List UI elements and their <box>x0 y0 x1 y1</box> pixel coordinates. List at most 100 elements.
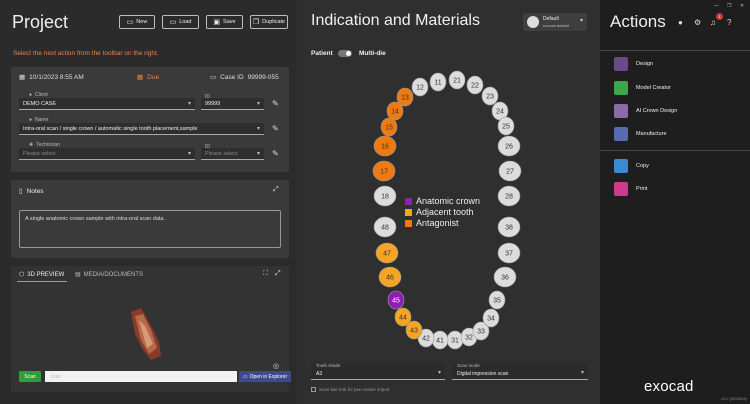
active-tab-indicator <box>17 281 67 282</box>
tooth-number: 21 <box>453 78 461 85</box>
tooth-43[interactable]: 43 <box>405 320 423 340</box>
tab-media-documents[interactable]: ▤ MEDIA/DOCUMENTS <box>75 271 144 279</box>
client-id-select[interactable]: 99999 ▾ <box>201 98 264 110</box>
tooth-21[interactable]: 21 <box>448 70 466 90</box>
tooth-17[interactable]: 17 <box>372 160 396 182</box>
scan-model-preview[interactable] <box>119 304 169 364</box>
tooth-23[interactable]: 23 <box>481 86 499 106</box>
notes-icon: ▯ <box>19 188 23 195</box>
tooth-31[interactable]: 31 <box>446 330 464 350</box>
patient-multidie-toggle[interactable] <box>338 50 352 57</box>
help-icon[interactable]: ? <box>727 18 732 27</box>
tooth-18[interactable]: 18 <box>373 185 397 207</box>
tooth-25[interactable]: 25 <box>497 116 515 136</box>
gear-icon[interactable]: ⚙ <box>694 18 702 27</box>
case-name-field[interactable]: Intra-oral scan / single crown / automat… <box>19 123 264 135</box>
chevron-down-icon: ▾ <box>187 151 191 157</box>
tooth-35[interactable]: 35 <box>488 290 506 310</box>
chevron-down-icon: ▾ <box>187 101 191 107</box>
new-icon: ▭ <box>126 19 134 26</box>
tooth-12[interactable]: 12 <box>411 77 429 97</box>
tooth-13[interactable]: 13 <box>396 87 414 107</box>
model-creator-action[interactable]: Model Creator <box>614 81 671 95</box>
close-icon[interactable]: ✕ <box>740 3 745 9</box>
minimize-icon[interactable]: — <box>714 3 719 9</box>
tooth-46[interactable]: 46 <box>378 266 402 288</box>
case-id: ▭ Case ID 99999-055 <box>210 73 279 82</box>
tooth-11[interactable]: 11 <box>429 72 447 92</box>
scan-button[interactable]: Scan <box>19 371 41 382</box>
tooth-number: 47 <box>383 251 391 258</box>
design-action[interactable]: Design <box>614 57 653 71</box>
tooth-38[interactable]: 38 <box>497 216 521 238</box>
technician-select[interactable]: Please select ▾ <box>19 148 195 160</box>
tooth-shape <box>386 101 404 121</box>
screenshot-icon[interactable]: ◎ <box>273 363 280 370</box>
fit-view-icon[interactable]: ⛶ <box>263 270 268 277</box>
tooth-26[interactable]: 26 <box>497 135 521 157</box>
tooth-37[interactable]: 37 <box>497 242 521 264</box>
tooth-shape <box>493 266 517 288</box>
manufacture-action[interactable]: Manufacture <box>614 127 667 141</box>
legend-item: Anatomic crown <box>405 196 480 207</box>
multi-die-label: Multi-die <box>359 50 386 57</box>
edit-client-icon[interactable]: ✎ <box>272 99 279 108</box>
load-button[interactable]: ▭ Load <box>162 15 199 29</box>
tooth-shape <box>429 72 447 92</box>
model-creator-icon <box>614 81 628 95</box>
tooth-34[interactable]: 34 <box>482 308 500 328</box>
tooth-14[interactable]: 14 <box>386 101 404 121</box>
tooth-16[interactable]: 16 <box>373 135 397 157</box>
due-field[interactable]: ▦ Due <box>137 73 160 82</box>
open-in-explorer-button[interactable]: ▭ Open in Explorer <box>239 371 291 382</box>
material-select[interactable]: Default exocad default ▾ <box>523 13 587 31</box>
expand-icon[interactable]: ⤢ <box>273 186 279 193</box>
notes-textarea[interactable]: A single anatomic crown sample with intr… <box>19 210 281 248</box>
client-select[interactable]: DEMO CASE ▾ <box>19 98 195 110</box>
tooth-15[interactable]: 15 <box>380 117 398 137</box>
chevron-down-icon: ▾ <box>437 370 441 376</box>
tooth-number: 34 <box>487 316 495 323</box>
duplicate-icon: ❐ <box>252 19 260 26</box>
tooth-number: 16 <box>381 144 389 151</box>
expand-preview-icon[interactable]: ⤢ <box>275 270 281 277</box>
new-button[interactable]: ▭ New <box>119 15 155 29</box>
tooth-48[interactable]: 48 <box>373 216 397 238</box>
tooth-27[interactable]: 27 <box>498 160 522 182</box>
tooth-shape <box>498 160 522 182</box>
tooth-28[interactable]: 28 <box>497 185 521 207</box>
tech-id-select[interactable]: Please select ▾ <box>201 148 264 160</box>
copy-action[interactable]: Copy <box>614 159 649 173</box>
bite-fork-checkbox[interactable]: Scan bite fork for jaw motion import <box>311 387 390 392</box>
folder-icon: ▭ <box>210 74 217 81</box>
tooth-44[interactable]: 44 <box>394 307 412 327</box>
scan-mode-select[interactable]: Scan mode Digital impression scan ▾ <box>452 363 588 380</box>
ai-crown-design-action[interactable]: AI Crown Design <box>614 104 677 118</box>
save-button[interactable]: ▣ Save <box>206 15 243 29</box>
tooth-36[interactable]: 36 <box>493 266 517 288</box>
user-icon[interactable]: ● <box>678 18 683 27</box>
tooth-33[interactable]: 33 <box>472 321 490 341</box>
tooth-47[interactable]: 47 <box>375 242 399 264</box>
folder-icon: ▭ <box>169 19 177 26</box>
tooth-22[interactable]: 22 <box>466 75 484 95</box>
chevron-down-icon: ▾ <box>256 126 260 132</box>
tooth-41[interactable]: 41 <box>431 330 449 350</box>
duplicate-button[interactable]: ❐ Duplicate <box>250 15 288 29</box>
maximize-icon[interactable]: ❐ <box>727 3 732 9</box>
print-action[interactable]: Print <box>614 182 647 196</box>
chevron-down-icon: ▾ <box>579 18 583 24</box>
tooth-45[interactable]: 45 <box>387 290 405 310</box>
tooth-shape <box>482 308 500 328</box>
tab-3d-preview[interactable]: ⬡ 3D PREVIEW <box>19 271 65 279</box>
edit-name-icon[interactable]: ✎ <box>272 124 279 133</box>
tooth-shade-select[interactable]: Tooth shade A3 ▾ <box>311 363 445 380</box>
bell-icon[interactable]: ♫ <box>710 18 716 27</box>
tooth-number: 17 <box>380 169 388 176</box>
ai-crown-icon <box>614 104 628 118</box>
edit-technician-icon[interactable]: ✎ <box>272 149 279 158</box>
cad-field[interactable]: CAD <box>45 371 237 382</box>
document-icon: ▤ <box>75 272 81 278</box>
tooth-number: 41 <box>436 338 444 345</box>
